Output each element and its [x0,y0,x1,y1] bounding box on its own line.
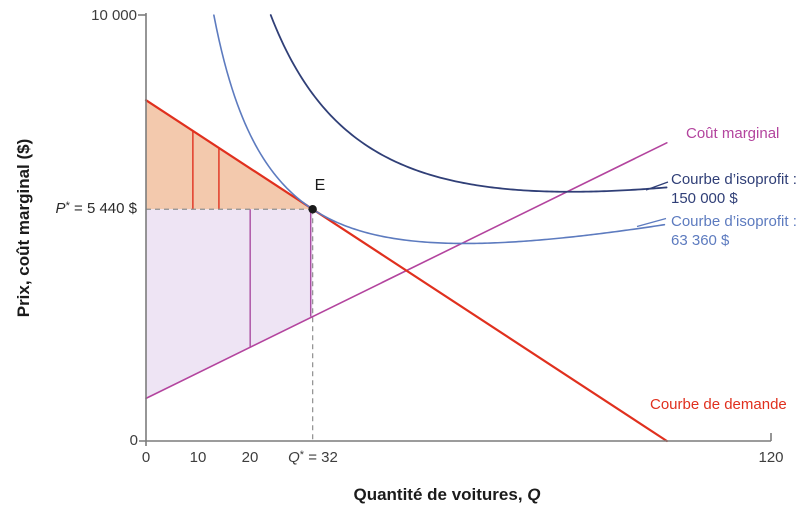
y-axis-tick-10000: 10 000 [91,7,137,24]
legend-isoprofit-63360-line1: Courbe d’isoprofit : [671,213,797,230]
legend-isoprofit-150000-line2: 150 000 $ [671,190,738,207]
legend-isoprofit-150000-line1: Courbe d’isoprofit : [671,171,797,188]
x-axis-tick-0: 0 [141,449,151,466]
pstar-variable: P [55,200,66,217]
legend-isoprofit-63360: Courbe d’isoprofit : 63 360 $ [671,212,797,250]
producer-surplus-region [146,209,313,399]
x-axis-title-text: Quantité de voitures, [353,485,528,504]
legend-isoprofit-150000: Courbe d’isoprofit : 150 000 $ [671,170,797,208]
x-axis-title-variable: Q [527,485,541,504]
legend-demand-curve: Courbe de demande [650,396,787,413]
equilibrium-point [308,205,317,214]
x-axis-title: Quantité de voitures, Q [287,485,607,505]
qstar-variable: Q [288,449,300,466]
pstar-value: = 5 440 $ [69,200,137,217]
isoprofit-150000-connector [645,181,669,191]
qstar-value: = 32 [304,449,338,466]
isoprofit-63360-curve [213,14,666,245]
x-axis-tick-10: 10 [189,449,207,466]
isoprofit-150000-curve [269,14,668,193]
pstar-label: P* = 5 440 $ [7,200,137,218]
equilibrium-point-label: E [314,177,326,194]
pstar-asterisk: * [65,200,70,212]
legend-marginal-cost: Coût marginal [686,125,780,142]
isoprofit-63360-connector [636,217,667,228]
legend-isoprofit-63360-line2: 63 360 $ [671,232,730,249]
qstar-asterisk: * [299,449,305,461]
y-axis-tick-0: 0 [129,432,138,449]
x-axis-tick-20: 20 [241,449,259,466]
x-axis-tick-120: 120 [758,449,784,466]
demand-curve [144,99,668,443]
x-axis-tick-qstar: Q* = 32 [253,449,373,467]
y-axis-title: Prix, coût marginal ($) [13,138,33,318]
